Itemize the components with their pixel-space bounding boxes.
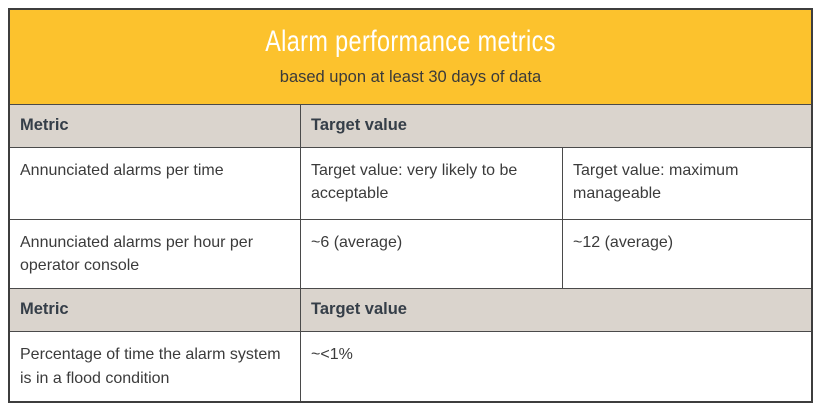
target-cell-6-average: ~6 (average) [300,220,562,289]
table-title-banner: Alarm performance metrics based upon at … [10,10,811,104]
metric-cell-flood-condition-percentage: Percentage of time the alarm system is i… [20,346,281,387]
target-cell-maximum-manageable: Target value: maximum manageable [562,148,811,219]
alarm-metrics-table: Alarm performance metrics based upon at … [8,8,813,403]
section1-header-metric: Metric [20,116,69,135]
table-title: Alarm performance metrics [265,25,556,58]
metric-cell-alarms-per-hour-per-console: Annunciated alarms per hour per operator… [20,234,254,275]
target-cell-12-average: ~12 (average) [562,220,811,289]
target-cell-very-likely-acceptable: Target value: very likely to be acceptab… [300,148,562,219]
section1-header-row: Metric Target value [10,104,811,147]
table-row: Annunciated alarms per hour per operator… [10,219,811,289]
target-cell-less-than-1-percent: ~<1% [300,332,811,401]
section2-header-row: Metric Target value [10,288,811,332]
metric-cell-annunciated-alarms-per-time: Annunciated alarms per time [20,162,224,179]
section2-header-metric: Metric [20,300,69,319]
table-row: Percentage of time the alarm system is i… [10,331,811,401]
section2-header-target-value: Target value [300,289,811,332]
table-row: Annunciated alarms per time Target value… [10,147,811,219]
section1-header-target-value: Target value [300,105,811,147]
table-subtitle: based upon at least 30 days of data [279,68,542,86]
